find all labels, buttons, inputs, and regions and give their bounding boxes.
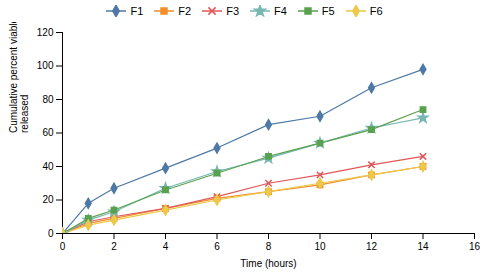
svg-text:80: 80 bbox=[42, 94, 54, 105]
svg-text:12: 12 bbox=[366, 241, 378, 252]
svg-text:10: 10 bbox=[314, 241, 326, 252]
svg-text:2: 2 bbox=[111, 241, 117, 252]
html-text:F4: F4 bbox=[274, 5, 287, 17]
svg-text:14: 14 bbox=[417, 241, 429, 252]
svg-text:6: 6 bbox=[214, 241, 220, 252]
html-text:F5: F5 bbox=[321, 5, 335, 17]
svg-text:Time (hours): Time (hours) bbox=[240, 258, 296, 269]
svg-text:0: 0 bbox=[48, 228, 54, 239]
html-text:F3: F3 bbox=[226, 5, 239, 17]
svg-text:100: 100 bbox=[37, 60, 54, 71]
svg-text:4: 4 bbox=[163, 241, 169, 252]
svg-text:40: 40 bbox=[42, 161, 54, 172]
svg-text:120: 120 bbox=[37, 27, 54, 38]
svg-text:Cumulative percent viable L. r: Cumulative percent viable L. rhamnosusre… bbox=[8, 22, 30, 133]
svg-text:0: 0 bbox=[60, 241, 66, 252]
html-text:F1: F1 bbox=[130, 5, 144, 17]
html-text:F6: F6 bbox=[369, 5, 383, 17]
svg-text:16: 16 bbox=[469, 241, 481, 252]
svg-text:8: 8 bbox=[266, 241, 272, 252]
svg-text:20: 20 bbox=[42, 194, 54, 205]
svg-text:60: 60 bbox=[42, 127, 54, 138]
html-text:F2: F2 bbox=[178, 5, 192, 17]
